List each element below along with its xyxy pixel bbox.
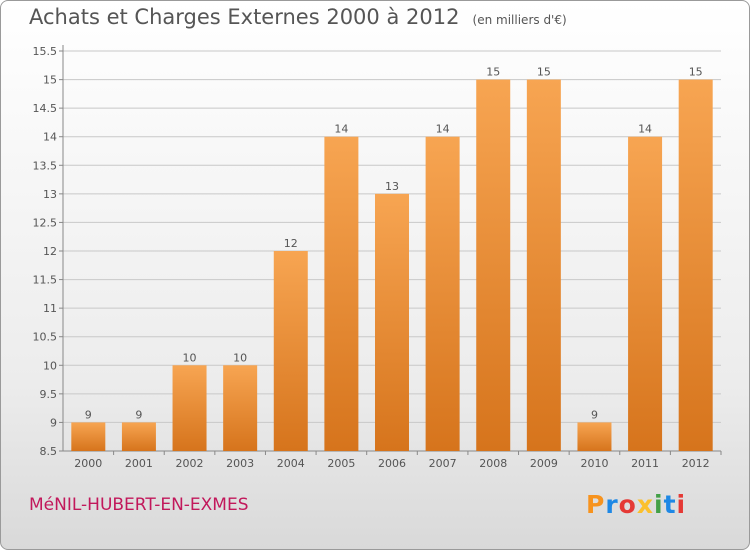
chart-title: Achats et Charges Externes 2000 à 2012 (29, 5, 460, 29)
proxiti-logo[interactable]: Proxiti (586, 490, 686, 519)
logo-letter: r (605, 490, 619, 519)
value-label-2000: 9 (85, 408, 92, 421)
chart-title-block: Achats et Charges Externes 2000 à 2012 (… (29, 5, 567, 29)
value-label-2012: 15 (689, 66, 703, 79)
bar-2002 (172, 365, 207, 451)
bar-2005 (324, 136, 359, 451)
bar-2011 (628, 136, 663, 451)
bar-2008 (476, 79, 511, 452)
y-tick-label: 15.5 (33, 45, 58, 58)
bar-2007 (425, 136, 460, 451)
value-label-2010: 9 (591, 408, 598, 421)
x-tick-label: 2008 (479, 457, 507, 470)
bar-2012 (678, 79, 713, 452)
y-tick-label: 10.5 (33, 331, 58, 344)
y-tick-label: 8.5 (40, 445, 58, 458)
logo-letter: i (654, 490, 664, 519)
chart-unit: (en milliers d'€) (472, 13, 567, 27)
logo-letter: i (676, 490, 687, 519)
logo-letter: o (618, 490, 637, 519)
value-label-2007: 14 (436, 123, 450, 136)
value-label-2011: 14 (638, 123, 652, 136)
x-tick-label: 2004 (277, 457, 305, 470)
x-tick-labels: 2000 2001 2002 2003 2004 2005 2006 2007 2008 2009… (74, 457, 709, 470)
y-tick-label: 9.5 (40, 388, 58, 401)
y-tick-label: 11.5 (33, 274, 58, 287)
y-tick-label: 14.5 (33, 102, 58, 115)
y-tick-label: 12.5 (33, 216, 58, 229)
x-tick-label: 2002 (176, 457, 204, 470)
bar-2010 (577, 422, 612, 451)
x-tick-label: 2007 (429, 457, 457, 470)
x-tick-label: 2010 (580, 457, 608, 470)
y-tick-label: 10 (43, 359, 57, 372)
x-tick-label: 2006 (378, 457, 406, 470)
value-label-2006: 13 (385, 180, 399, 193)
x-tick-label: 2012 (682, 457, 710, 470)
y-tick-label: 15 (43, 74, 57, 87)
logo-letter: P (586, 490, 606, 519)
y-tick-label: 14 (43, 131, 57, 144)
y-tick-label: 12 (43, 245, 57, 258)
value-label-2003: 10 (233, 351, 247, 364)
y-tick-label: 13.5 (33, 159, 58, 172)
x-tick-label: 2009 (530, 457, 558, 470)
bar-2006 (375, 193, 409, 451)
bars (71, 79, 713, 452)
x-tick-label: 2011 (631, 457, 659, 470)
value-label-2004: 12 (284, 237, 298, 250)
value-label-2008: 15 (486, 66, 500, 79)
value-label-2005: 14 (334, 123, 348, 136)
bar-2009 (526, 79, 561, 452)
bar-2000 (71, 422, 106, 451)
bar-2001 (121, 422, 156, 451)
y-tick-label: 13 (43, 188, 57, 201)
value-label-2002: 10 (183, 351, 197, 364)
x-tick-label: 2003 (226, 457, 254, 470)
value-label-2009: 15 (537, 66, 551, 79)
x-tick-label: 2000 (74, 457, 102, 470)
y-tick-labels: 8.5 9 9.5 10 10.5 11 11.5 12 12.5 13 13.5 14 14.5 15 1… (33, 45, 58, 458)
y-tick-label: 9 (50, 416, 57, 429)
x-tick-label: 2001 (125, 457, 153, 470)
bar-2004 (273, 251, 308, 451)
logo-letter: t (663, 490, 677, 519)
x-tick-label: 2005 (327, 457, 355, 470)
bar-2003 (223, 365, 258, 451)
commune-name: MéNIL-HUBERT-EN-EXMES (29, 495, 249, 515)
value-label-2001: 9 (135, 408, 142, 421)
value-labels: 9 9 10 10 12 14 13 14 15 15 9 14 15 (85, 66, 703, 422)
logo-letter: x (636, 490, 654, 519)
y-tick-label: 11 (43, 302, 57, 315)
